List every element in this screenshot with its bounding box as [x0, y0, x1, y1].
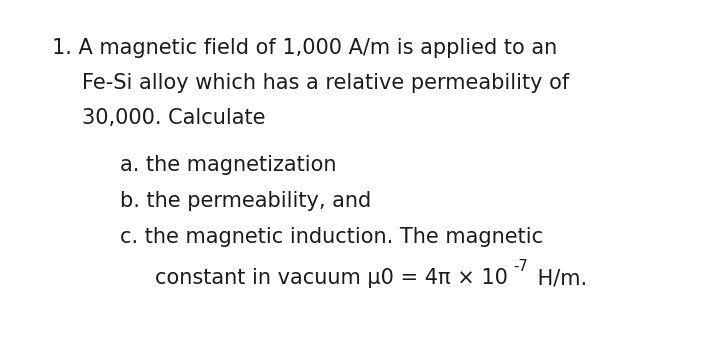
Text: 1. A magnetic field of 1,000 A/m is applied to an: 1. A magnetic field of 1,000 A/m is appl… [52, 38, 557, 58]
Text: -7: -7 [513, 259, 528, 274]
Text: a. the magnetization: a. the magnetization [120, 155, 336, 175]
Text: H/m.: H/m. [531, 268, 587, 288]
Text: constant in vacuum μ0 = 4π × 10: constant in vacuum μ0 = 4π × 10 [155, 268, 508, 288]
Text: 30,000. Calculate: 30,000. Calculate [82, 108, 266, 128]
Text: Fe-Si alloy which has a relative permeability of: Fe-Si alloy which has a relative permeab… [82, 73, 570, 93]
Text: b. the permeability, and: b. the permeability, and [120, 191, 372, 211]
Text: c. the magnetic induction. The magnetic: c. the magnetic induction. The magnetic [120, 227, 543, 247]
